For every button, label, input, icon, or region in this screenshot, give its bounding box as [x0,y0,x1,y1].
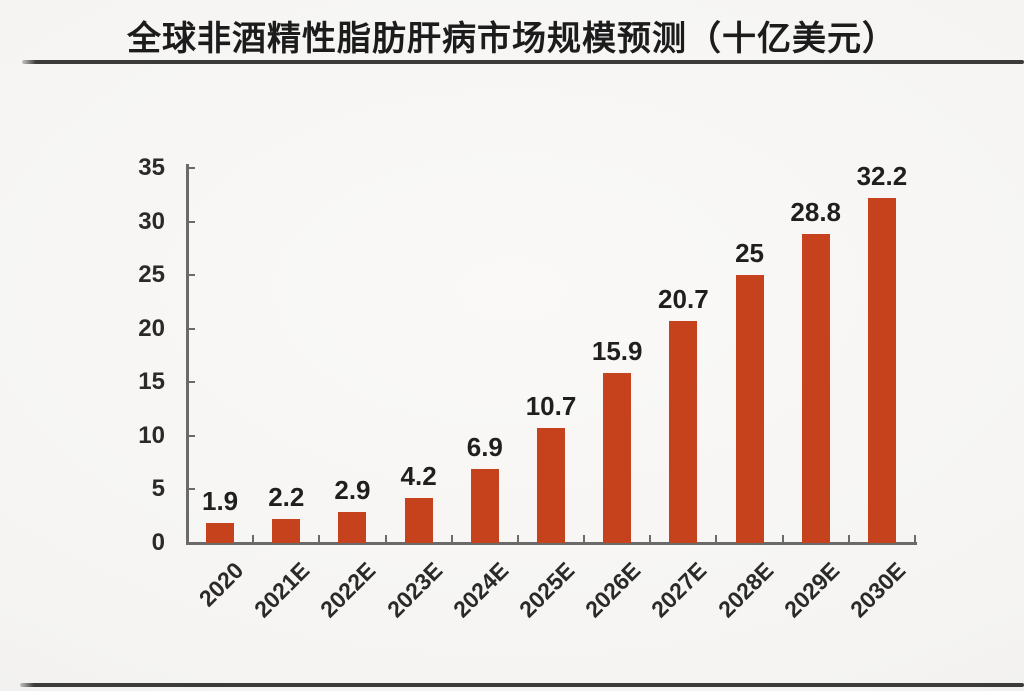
y-tick-label: 10 [138,421,165,449]
x-tick [384,535,387,543]
bar-value-label: 10.7 [525,391,577,422]
bar-2021E [272,519,301,543]
bar-2022E [338,511,367,543]
bar-value-label: 1.9 [202,485,239,516]
bar-value-label: 2.2 [268,482,305,513]
bottom-rule [20,683,1024,687]
bar-2020 [206,522,235,543]
y-tick [188,381,195,384]
y-tick-label: 25 [138,261,165,289]
bar-2025E [537,428,565,543]
bar-2023E [404,498,433,543]
bar-2028E [735,275,764,543]
bar-2029E [801,234,830,543]
bar-2024E [470,469,499,543]
y-tick [188,488,195,491]
y-tick-label: 20 [138,314,165,342]
bar-value-label: 28.8 [790,197,842,228]
y-tick-label: 30 [138,207,165,235]
y-tick [188,327,195,330]
x-tick [583,535,586,543]
x-tick [649,535,652,543]
bar-2026E [603,372,632,543]
bar-value-label: 25 [735,238,764,269]
x-axis-line [186,542,917,545]
bar-value-label: 6.9 [466,432,503,463]
x-tick [450,535,453,543]
bar-2027E [669,321,698,543]
title-underline [22,60,1024,64]
x-tick [252,535,255,543]
chart-title: 全球非酒精性脂肪肝病市场规模预测（十亿美元） [127,20,897,58]
y-tick-label: 15 [138,368,165,396]
x-tick [715,535,718,543]
y-tick-label: 35 [138,154,165,181]
x-tick [914,535,916,543]
x-tick [847,535,850,543]
bar-value-label: 20.7 [658,284,709,315]
x-tick [318,535,321,543]
bar-value-label: 2.9 [334,474,371,505]
y-tick [188,167,195,169]
y-axis-line [186,164,189,544]
bar-2030E [867,198,896,543]
x-tick [516,535,519,543]
y-tick [188,434,195,437]
x-tick [781,535,784,543]
bar-value-label: 4.2 [400,461,437,491]
y-tick-label: 0 [151,529,165,556]
bar-value-label: 32.2 [856,161,908,191]
y-tick [188,274,195,277]
y-tick [188,220,195,223]
bar-value-label: 15.9 [591,335,643,366]
y-tick-label: 5 [151,475,165,503]
